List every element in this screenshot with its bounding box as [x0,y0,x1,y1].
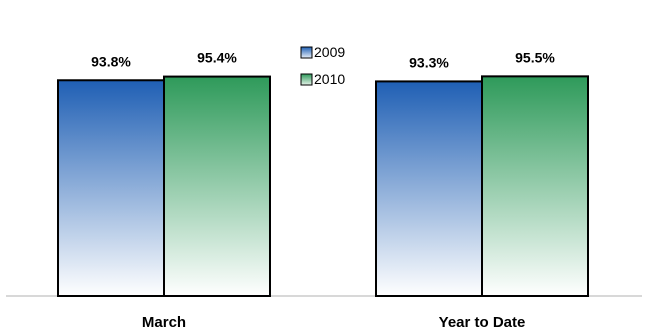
data-label-year-to-date-2009: 93.3% [409,54,449,70]
bars-group [57,75,589,298]
legend: 2009 2010 [300,44,345,87]
data-label-year-to-date-2010: 95.5% [515,49,555,65]
bar-march-2009 [57,79,165,298]
bar-year-to-date-2010 [481,75,589,297]
legend-swatch-2010 [300,73,313,86]
category-label-march: March [142,314,186,331]
bar-march-2010 [163,75,271,297]
legend-label-2009: 2009 [314,44,345,60]
category-label-year-to-date: Year to Date [439,314,526,331]
data-labels-group: 93.8% 95.4% 93.3% 95.5% [91,49,555,70]
legend-swatch-2009 [300,46,313,59]
category-labels-group: March Year to Date [142,314,525,331]
legend-label-2010: 2010 [314,71,345,87]
data-label-march-2009: 93.8% [91,53,131,69]
bar-year-to-date-2009 [375,80,483,297]
data-label-march-2010: 95.4% [197,50,237,66]
